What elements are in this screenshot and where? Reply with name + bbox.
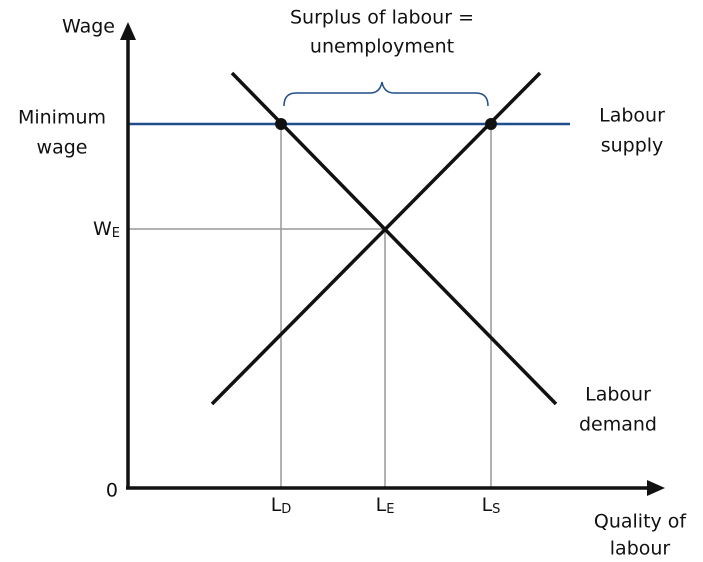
demand-label: Labour (585, 384, 651, 406)
brace (283, 81, 489, 107)
label-sub: E (386, 502, 394, 517)
origin-label: 0 (106, 480, 118, 502)
annotation: Surplus of labour = (290, 7, 474, 29)
point-supply (485, 118, 497, 130)
label-main: W (93, 218, 112, 240)
label-sub: S (492, 502, 500, 517)
label-main: L (271, 494, 282, 516)
guides (128, 124, 492, 488)
demand-label: demand (579, 414, 657, 436)
label-main: L (482, 494, 493, 516)
x-label: LS (482, 494, 501, 517)
minimum-wage-label: wage (37, 137, 88, 159)
point-demand (275, 118, 287, 130)
y-axis-arrow (120, 22, 136, 40)
y-axis-label: Wage (62, 16, 115, 38)
label-sub: E (112, 226, 120, 241)
x-axis-label: Quality of (594, 511, 688, 533)
supply-label: Labour (599, 105, 665, 127)
annotation: unemployment (310, 36, 454, 58)
equilibrium-wage-label: WE (93, 218, 120, 241)
supply-label: supply (601, 135, 664, 157)
label-sub: D (281, 502, 291, 517)
x-label: LE (376, 494, 395, 517)
supply-curve (210, 71, 542, 406)
demand-curve (230, 71, 558, 406)
label-main: L (376, 494, 387, 516)
x-axis-arrow (647, 480, 665, 496)
minimum-wage-label: Minimum (18, 107, 106, 129)
x-axis-label: labour (610, 538, 671, 559)
x-label: LD (271, 494, 292, 517)
